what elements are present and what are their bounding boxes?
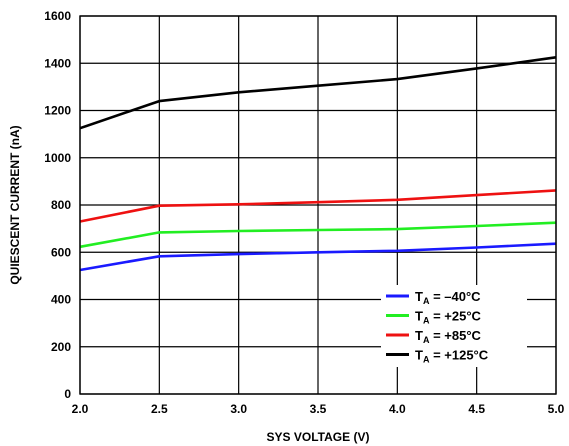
x-tick-label: 4.0 <box>389 402 406 416</box>
y-tick-label: 600 <box>51 245 71 259</box>
y-tick-label: 1600 <box>44 9 71 23</box>
y-tick-label: 800 <box>51 198 71 212</box>
series-line-3 <box>79 56 557 130</box>
legend-label-0: TA = –40°C <box>415 289 481 306</box>
legend-label-1: TA = +25°C <box>415 309 482 326</box>
x-axis-title: SYS VOLTAGE (V) <box>267 430 370 444</box>
plot-frame <box>79 15 557 395</box>
x-tick-label: 4.5 <box>468 402 485 416</box>
x-tick-label: 2.0 <box>72 402 89 416</box>
legend-label-3: TA = +125°C <box>415 348 489 365</box>
y-tick-label: 1000 <box>44 151 71 165</box>
legend: TA = –40°C TA = +25°C TA = +85°C TA = +125°… <box>381 285 527 367</box>
x-tick-label: 5.0 <box>548 402 565 416</box>
x-tick-label: 2.5 <box>151 402 168 416</box>
y-tick-label: 1200 <box>44 104 71 118</box>
y-tick-labels: 0 200 400 600 800 1000 1200 1400 1600 <box>44 9 71 401</box>
y-tick-label: 400 <box>51 293 71 307</box>
x-tick-label: 3.0 <box>230 402 247 416</box>
y-axis-title: QUIESCENT CURRENT (nA) <box>8 125 22 284</box>
y-tick-label: 200 <box>51 340 71 354</box>
x-tick-labels: 2.0 2.5 3.0 3.5 4.0 4.5 5.0 <box>72 402 565 416</box>
series-lines <box>79 56 557 272</box>
x-tick-label: 3.5 <box>310 402 327 416</box>
legend-label-2: TA = +85°C <box>415 328 482 345</box>
y-tick-label: 1400 <box>44 56 71 70</box>
series-line-0 <box>79 242 557 272</box>
y-tick-label: 0 <box>64 387 71 401</box>
series-line-2 <box>79 189 557 223</box>
series-line-1 <box>79 221 557 249</box>
